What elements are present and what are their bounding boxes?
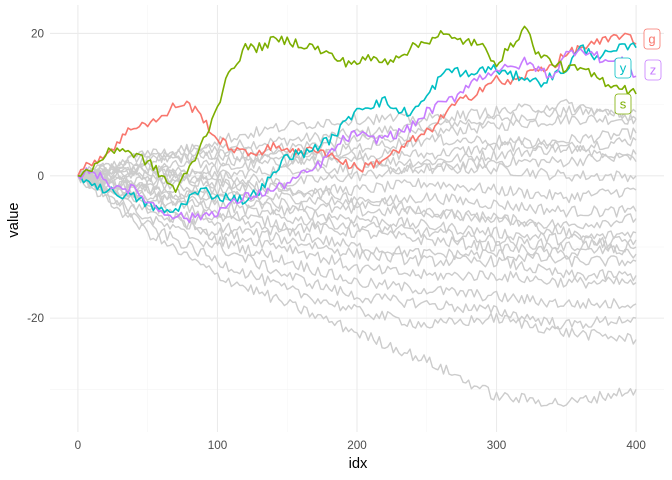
- y-axis-ticks: -20 0 20: [27, 27, 44, 325]
- background-series-line: [77, 174, 637, 407]
- background-series-line: [77, 171, 637, 282]
- background-series-line: [77, 173, 637, 218]
- series-label-z: z: [644, 59, 662, 81]
- y-tick-label: 20: [31, 27, 45, 40]
- series-label-y: y: [614, 57, 632, 79]
- background-series-line: [77, 173, 637, 330]
- x-axis-ticks: 0 100 200 300 400: [75, 439, 647, 452]
- y-axis-title: value: [6, 202, 22, 237]
- series-label-text: y: [620, 61, 627, 76]
- x-tick-label: 0: [75, 439, 82, 452]
- background-series-line: [77, 172, 637, 268]
- series-line-s: [77, 25, 637, 193]
- background-series-group: [77, 98, 637, 407]
- series-label-box: [614, 57, 632, 79]
- series-label-box: [643, 28, 661, 50]
- series-end-labels: g y z s: [614, 28, 662, 115]
- series-line-z: [77, 48, 637, 224]
- background-series-line: [77, 164, 637, 259]
- y-tick-label: -20: [27, 312, 44, 325]
- background-series-line: [77, 98, 637, 178]
- series-label-text: z: [650, 63, 657, 78]
- background-series-line: [77, 174, 637, 252]
- y-tick-label: 0: [37, 170, 44, 183]
- highlighted-series-group: [77, 25, 637, 224]
- series-label-s: s: [614, 93, 632, 115]
- background-series-line: [77, 169, 637, 204]
- background-series-line: [77, 171, 637, 345]
- x-tick-label: 300: [487, 439, 507, 452]
- series-label-g: g: [643, 28, 661, 50]
- x-tick-label: 100: [208, 439, 228, 452]
- background-series-line: [77, 172, 637, 246]
- series-label-text: g: [648, 32, 655, 47]
- background-series-line: [77, 137, 637, 181]
- series-label-box: [644, 59, 662, 81]
- series-label-text: s: [620, 97, 627, 112]
- series-label-box: [614, 93, 632, 115]
- x-axis-title: idx: [349, 456, 368, 472]
- x-tick-label: 200: [347, 439, 367, 452]
- background-series-line: [77, 171, 637, 230]
- background-series-line: [77, 172, 637, 310]
- series-line-y: [77, 42, 637, 214]
- x-tick-label: 400: [626, 439, 646, 452]
- background-series-line: [77, 133, 637, 181]
- background-series-line: [77, 171, 637, 260]
